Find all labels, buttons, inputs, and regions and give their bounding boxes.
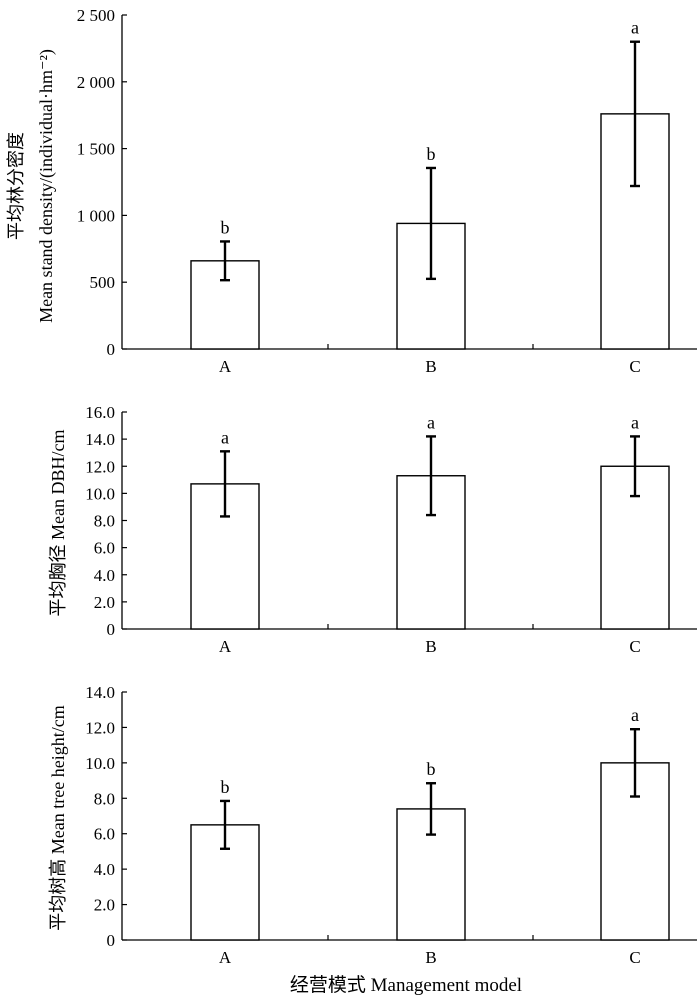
y-tick-label: 0 [107,340,116,359]
y-axis-label-height: 平均树高 Mean tree height/cm [48,705,68,930]
y-axis-label-dbh: 平均胸径 Mean DBH/cm [48,430,68,617]
y-axis-label-density-cn: 平均林分密度 [6,132,26,240]
significance-label-B: b [427,144,436,164]
y-tick-label: 0 [107,620,116,639]
y-tick-label: 0 [107,931,116,950]
significance-label-B: a [427,412,435,432]
y-tick-label: 1 500 [77,140,115,159]
x-tick-label-B: B [425,948,436,967]
y-tick-label: 12.0 [85,718,115,737]
y-tick-label: 8.0 [94,512,115,531]
significance-label-A: b [221,217,230,237]
x-tick-label-B: B [425,357,436,376]
x-axis-label: 经营模式 Management model [290,974,522,996]
x-tick-label-A: A [219,357,232,376]
panel-stand-density: 0 500 1 000 1 500 2 000 2 500 b Ab Ba C [77,6,697,376]
panel-mean-height: 0 2.0 4.0 6.0 8.0 10.0 12.0 14.0 b Ab Ba C [85,683,697,967]
significance-label-C: a [631,412,639,432]
x-tick-label-A: A [219,637,232,656]
y-tick-label: 8.0 [94,789,115,808]
significance-label-A: b [221,777,230,797]
y-tick-label: 12.0 [85,457,115,476]
y-tick-label: 10.0 [85,484,115,503]
significance-label-B: b [427,759,436,779]
bar-C [600,113,670,350]
y-tick-label: 2.0 [94,896,115,915]
significance-label-C: a [631,705,639,725]
y-tick-label: 4.0 [94,860,115,879]
x-tick-label-C: C [629,357,640,376]
y-tick-label: 2 500 [77,6,115,25]
x-tick-label-C: C [629,637,640,656]
significance-label-A: a [221,427,229,447]
y-tick-label: 2 000 [77,73,115,92]
y-tick-label: 14.0 [85,683,115,702]
y-tick-label: 6.0 [94,539,115,558]
bar-B [396,222,466,350]
y-tick-label: 14.0 [85,430,115,449]
y-tick-label: 500 [90,273,116,292]
y-tick-label: 1 000 [77,206,115,225]
y-tick-label: 4.0 [94,566,115,585]
significance-label-C: a [631,18,639,38]
y-tick-label: 16.0 [85,403,115,422]
panel-mean-dbh: 0 2.0 4.0 6.0 8.0 10.0 12.0 14.0 16.0 a Aa Ba C [85,403,697,656]
y-tick-label: 6.0 [94,825,115,844]
y-axis-label-density-en: Mean stand density/(individual·hm⁻²) [36,49,57,323]
y-tick-label: 10.0 [85,754,115,773]
y-tick-label: 2.0 [94,593,115,612]
x-tick-label-B: B [425,637,436,656]
x-tick-label-A: A [219,948,232,967]
x-tick-label-C: C [629,948,640,967]
